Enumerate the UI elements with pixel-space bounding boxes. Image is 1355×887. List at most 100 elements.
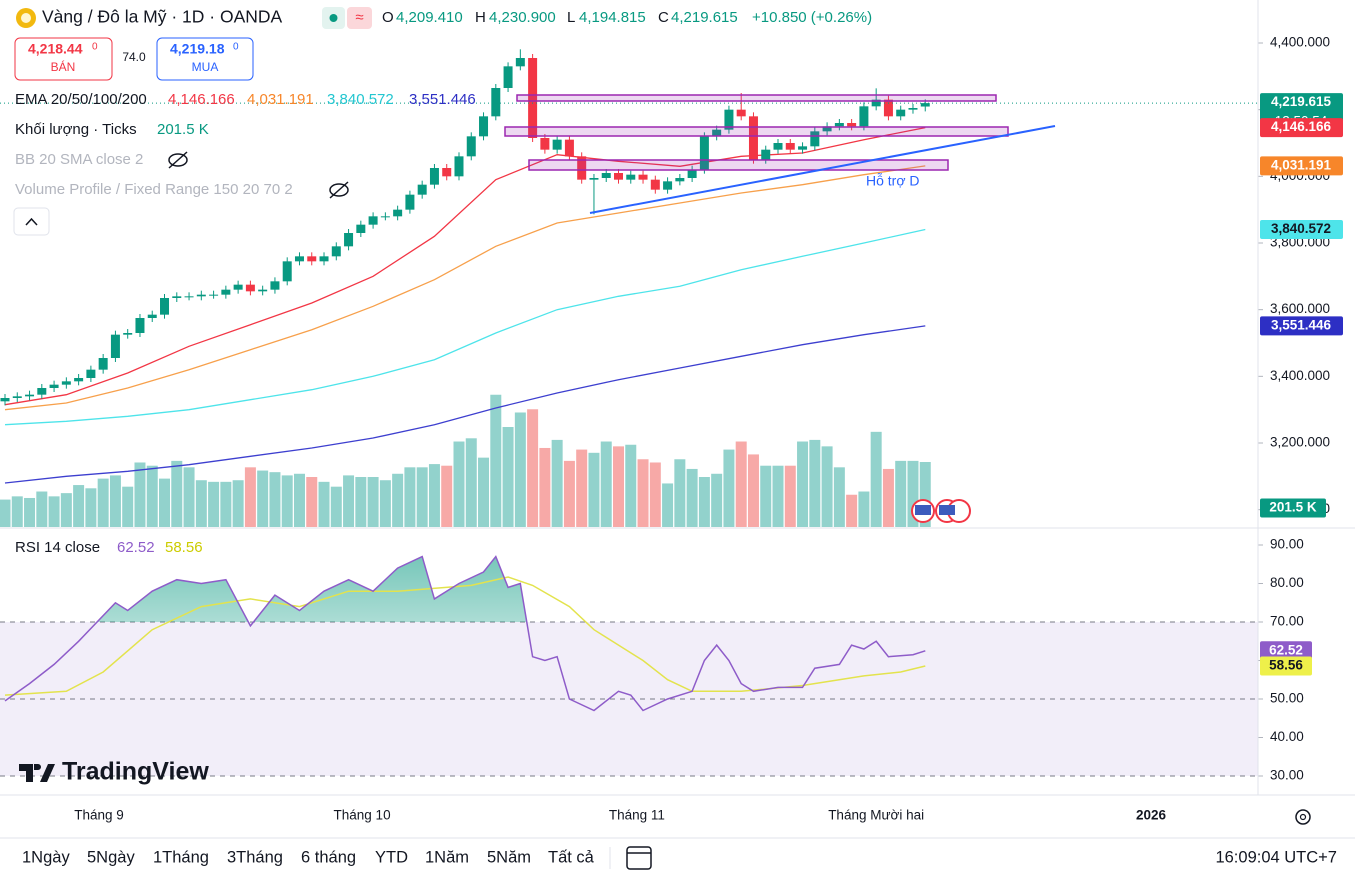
volume-bar — [281, 475, 293, 527]
candle-body — [761, 149, 771, 160]
volume-bar — [318, 481, 330, 527]
hidden-icon[interactable] — [168, 153, 188, 167]
volume-badge-label: 201.5 K — [1269, 500, 1317, 515]
candle-body — [724, 109, 734, 130]
legend-title[interactable]: RSI 14 close — [15, 539, 100, 556]
hidden-icon[interactable] — [329, 183, 349, 197]
volume-bar — [637, 459, 649, 527]
volume-bar — [146, 465, 158, 527]
candle-body — [12, 396, 22, 398]
buy-button[interactable] — [156, 37, 254, 81]
volume-bar — [576, 449, 588, 527]
zone-rect[interactable] — [504, 126, 1009, 137]
event-icons[interactable] — [911, 499, 971, 523]
candle-body — [736, 109, 746, 117]
clock[interactable]: 16:09:04 UTC+7 — [1215, 848, 1337, 866]
ohlc-label: H — [475, 9, 486, 26]
range-button[interactable]: YTD — [375, 848, 408, 866]
volume-bar — [183, 467, 195, 527]
range-button[interactable]: Tất cả — [548, 848, 595, 866]
zone-rect[interactable] — [528, 159, 949, 171]
y-tick-label: 40.00 — [1270, 729, 1304, 744]
candle-body — [0, 398, 10, 402]
candle-body — [221, 289, 231, 295]
candle-body — [233, 284, 243, 290]
candle-body — [552, 139, 562, 150]
rsi-badge — [1260, 641, 1312, 661]
ema-line — [4, 165, 926, 411]
x-tick-label: 2026 — [1136, 808, 1167, 823]
volume-bar — [73, 485, 85, 527]
range-button[interactable]: 3Tháng — [227, 848, 283, 866]
range-button[interactable]: 6 tháng — [301, 848, 356, 866]
range-button[interactable]: 5Ngày — [87, 848, 135, 866]
legend-title[interactable]: EMA 20/50/100/200 — [15, 91, 147, 108]
status-dot — [329, 14, 338, 22]
candle-body — [515, 58, 525, 67]
watermark: TradingView — [19, 758, 209, 786]
legend-value: 3,551.446 — [409, 91, 476, 108]
volume-bar — [502, 427, 514, 527]
candle-body — [172, 296, 182, 298]
candle-body — [810, 131, 820, 147]
legend-value: 4,031.191 — [247, 91, 314, 108]
data-status[interactable] — [347, 7, 372, 29]
volume-bar — [0, 499, 11, 527]
legend-title[interactable]: Khối lượng · Ticks — [15, 121, 137, 138]
volume-bar — [674, 459, 686, 527]
range-button[interactable]: 1Năm — [425, 848, 469, 866]
flag — [915, 505, 931, 515]
candle-body — [196, 294, 206, 297]
candle-body — [331, 246, 341, 257]
volume-bar — [588, 452, 600, 527]
volume-bar — [907, 460, 919, 527]
ohlc-value: 4,209.410 — [396, 9, 463, 26]
volume-bar — [760, 465, 772, 527]
volume-bar — [269, 472, 281, 527]
rsi-badge-label: 58.56 — [1269, 658, 1303, 673]
rsi-band — [0, 622, 1258, 776]
rsi-badge — [1260, 656, 1312, 676]
flag — [939, 505, 955, 515]
range-button[interactable]: 5Năm — [487, 848, 531, 866]
legend-title[interactable]: Volume Profile / Fixed Range 150 20 70 2 — [15, 181, 293, 198]
candle-body — [798, 146, 808, 150]
volume-bar — [686, 468, 698, 527]
range-button[interactable]: 1Ngày — [22, 848, 70, 866]
volume-bar — [478, 457, 490, 527]
volume-bar — [24, 497, 36, 527]
trend-line[interactable] — [589, 125, 1056, 214]
candle-body — [748, 116, 758, 160]
symbol-title[interactable]: Vàng / Đô la Mỹ · 1D · OANDA — [42, 7, 283, 27]
zone-rect[interactable] — [516, 94, 997, 102]
collapse-button[interactable] — [13, 207, 50, 236]
x-tick-label: Tháng 10 — [334, 808, 391, 823]
candle-body — [503, 66, 513, 88]
volume-bar — [306, 477, 318, 527]
header: Vàng / Đô la Mỹ · 1D · OANDA ≈ O 4,209.4… — [16, 7, 872, 29]
range-button[interactable]: 1Tháng — [153, 848, 209, 866]
candle-body — [626, 174, 636, 180]
volume-bar — [428, 464, 440, 527]
ohlc-value: 4,194.815 — [579, 9, 646, 26]
y-tick-label: 3,200.000 — [1270, 435, 1330, 450]
x-tick-label: Tháng Mười hai — [828, 808, 924, 823]
sell-button[interactable] — [14, 37, 113, 81]
volume-bar — [797, 441, 809, 527]
legend-title[interactable]: BB 20 SMA close 2 — [15, 151, 143, 168]
volume-bar — [220, 481, 232, 527]
date-range-icon[interactable] — [626, 846, 652, 870]
candle-body — [883, 99, 893, 117]
candle-body — [209, 294, 219, 296]
sell-label: BÁN — [51, 59, 76, 74]
candle-body — [834, 123, 844, 127]
buy-price: 4,219.18 — [170, 41, 225, 57]
collapse-icon — [25, 217, 38, 226]
candle-body — [74, 378, 84, 382]
settings-icon[interactable] — [1295, 809, 1311, 825]
x-tick-label: Tháng 9 — [74, 808, 124, 823]
hidden-icon-slash — [329, 181, 349, 199]
candle-body — [687, 169, 697, 178]
volume-bar — [563, 460, 575, 527]
candle-body — [270, 281, 280, 290]
